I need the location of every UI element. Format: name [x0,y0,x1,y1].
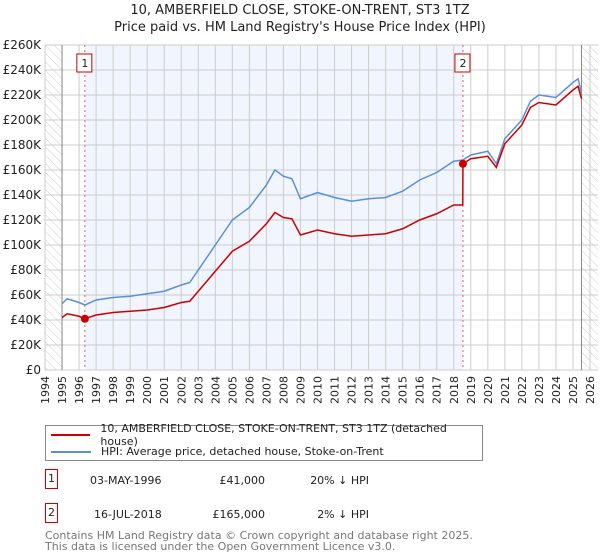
y-tick-label: £80K [10,263,42,277]
x-tick-label: 2021 [499,376,512,404]
sale-label-box [76,53,93,73]
chart-subtitle: Price paid vs. HM Land Registry's House … [114,20,486,35]
y-tick-label: £120K [3,213,43,227]
x-tick-label: 2007 [260,376,273,404]
x-tick-label: 2000 [141,376,154,404]
x-tick-label: 2026 [584,376,597,404]
x-tick-label: 1999 [124,376,137,404]
x-tick-label: 1994 [39,376,52,404]
sale-hpi-diff: 20% ↓ HPI [310,474,369,487]
sale-price: £165,000 [212,508,266,521]
x-tick-label: 2008 [277,376,290,404]
sale-date: 16-JUL-2018 [94,508,162,521]
x-tick-label: 2018 [448,376,461,404]
sale-point [80,314,89,323]
x-tick-label: 2002 [175,376,188,404]
x-tick-label: 2012 [346,376,359,404]
legend-blue-swatch [51,450,91,453]
y-tick-label: £240K [3,63,43,77]
y-tick-label: £0 [26,363,41,377]
x-tick-label: 2014 [380,376,393,404]
x-tick-label: 2024 [550,376,563,404]
sale-label: 2 [459,57,466,70]
sale-label-box [454,53,471,73]
x-tick-label: 2015 [397,376,410,404]
y-tick-label: £140K [3,188,43,202]
ownership-shade [84,45,463,370]
y-tick-label: £20K [10,338,42,352]
x-tick-label: 2006 [243,376,256,404]
x-tick-label: 1997 [90,376,103,404]
y-tick-label: £260K [3,38,43,52]
x-tick-label: 2020 [482,376,495,404]
x-tick-label: 2025 [567,376,580,404]
x-tick-label: 2003 [192,376,205,404]
sale-marker-box: 2 [45,503,58,523]
footer: Contains HM Land Registry data © Crown c… [45,530,473,552]
x-tick-label: 1996 [73,376,86,404]
x-tick-label: 1998 [107,376,120,404]
y-tick-label: £100K [3,238,43,252]
x-tick-label: 2010 [312,376,325,404]
y-tick-label: £180K [3,138,43,152]
x-tick-label: 2023 [533,376,546,404]
legend-hpi: HPI: Average price, detached house, Stok… [101,445,384,458]
y-tick-label: £200K [3,113,43,127]
y-tick-label: £160K [3,163,43,177]
sale-marker-box: 1 [45,469,58,489]
hatch-region-left [45,45,63,370]
x-tick-label: 1995 [56,376,69,404]
x-tick-label: 2013 [363,376,376,404]
chart-title: 10, AMBERFIELD CLOSE, STOKE-ON-TRENT, ST… [130,3,470,18]
price-chart: 1994 1995 1996 1997 1998 1999 2000 2001 2002 2003… [3,38,598,404]
y-tick-label: £40K [10,313,42,327]
x-tick-label: 2016 [414,376,427,404]
y-tick-label: £220K [3,88,43,102]
sale-point [458,159,467,168]
footer-line: This data is licensed under the Open Gov… [45,540,396,553]
price-paid-line [61,84,583,320]
x-tick-label: 2001 [158,376,171,404]
legend: 10, AMBERFIELD CLOSE, STOKE-ON-TRENT, ST… [45,421,483,461]
hpi-line [61,77,583,306]
x-tick-label: 2004 [209,376,222,404]
x-tick-label: 2017 [431,376,444,404]
sale-label: 1 [81,57,88,70]
legend-red-swatch [51,433,91,436]
x-tick-label: 2011 [329,376,342,404]
x-tick-label: 2019 [465,376,478,404]
sale-price: £41,000 [219,474,266,487]
x-tick-label: 2022 [516,376,529,404]
legend-property: 10, AMBERFIELD CLOSE, STOKE-ON-TRENT, ST… [100,421,447,448]
x-tick-label: 2005 [226,376,239,404]
sale-hpi-diff: 2% ↓ HPI [317,508,369,521]
y-tick-label: £60K [10,288,42,302]
x-tick-label: 2009 [294,376,307,404]
sale-date: 03-MAY-1996 [90,474,162,487]
footer-line: Contains HM Land Registry data © Crown c… [45,529,473,542]
